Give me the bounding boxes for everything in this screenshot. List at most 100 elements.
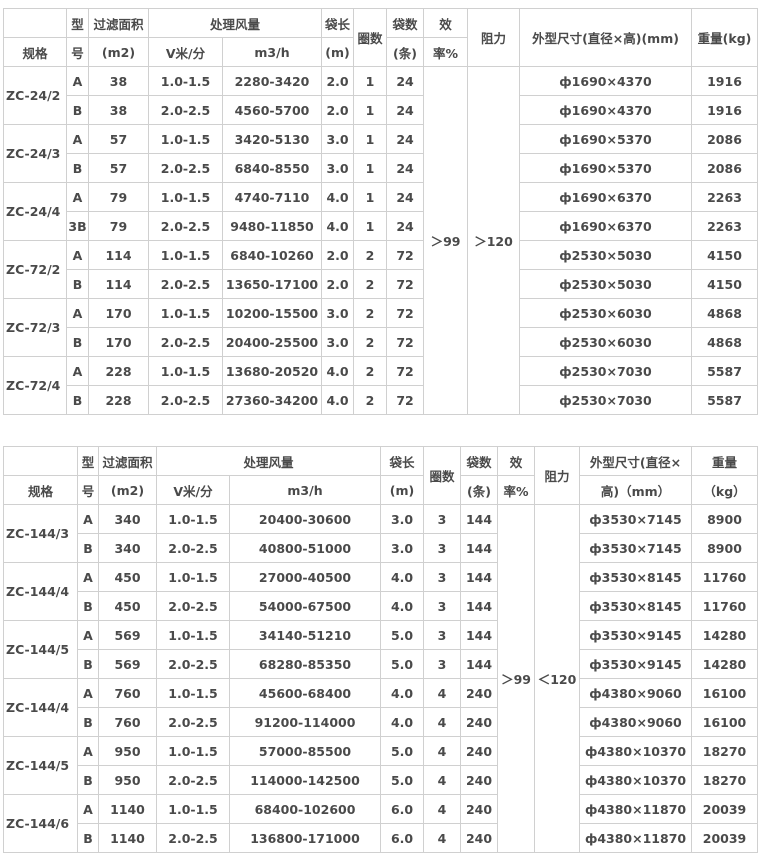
rings-cell: 3 [423, 620, 462, 650]
type-cell: A [77, 678, 99, 708]
bag-count-cell: 24 [386, 124, 425, 154]
header-bag-count-unit: (条) [460, 475, 499, 505]
speed-cell: 2.0-2.5 [156, 765, 230, 795]
weight-cell: 20039 [691, 794, 759, 824]
bag-count-cell: 144 [460, 649, 499, 679]
area-cell: 569 [98, 620, 157, 650]
table-row: ZC-24/2 A 38 1.0-1.5 2280-3420 2.0 1 24 ＞99 ＞120 ф… [3, 66, 759, 415]
bag-count-cell: 72 [386, 356, 425, 386]
header-weight: 重量(kg) [691, 8, 759, 67]
header-area: 过滤面积 [88, 8, 149, 38]
area-cell: 950 [98, 736, 157, 766]
bag-count-cell: 24 [386, 182, 425, 212]
weight-cell: 4868 [691, 298, 759, 328]
header-row: 型过滤面积 处理风量 袋长 圈数 袋数效阻力 外型尺寸(直径× 重量 [3, 446, 759, 505]
dimensions-cell: ф4380×9060 [579, 678, 693, 708]
dimensions-cell: ф3530×7145 [579, 533, 693, 563]
speed-cell: 2.0-2.5 [148, 153, 223, 183]
volume-cell: 54000-67500 [228, 591, 382, 621]
bag-count-cell: 24 [386, 211, 425, 241]
spec-cell: ZC-72/2 [3, 240, 67, 299]
dimensions-cell: ф4380×10370 [579, 736, 693, 766]
volume-cell: 27360-34200 [221, 385, 323, 415]
type-cell: A [77, 736, 99, 766]
table-row: B 1140 2.0-2.5 136800-171000 6.0 4 240 ф4380×11… [4, 823, 759, 853]
resistance-cell: ＜120 [534, 504, 581, 853]
volume-cell: 3420-5130 [221, 124, 323, 154]
rings-cell: 1 [353, 153, 388, 183]
type-cell: B [77, 707, 99, 737]
area-cell: 79 [88, 182, 149, 212]
header-type: 型 [66, 8, 89, 38]
dimensions-cell: ф2530×7030 [519, 385, 693, 415]
type-cell: B [66, 327, 89, 357]
area-cell: 450 [98, 591, 157, 621]
weight-cell: 2086 [691, 153, 759, 183]
bag-count-cell: 72 [386, 327, 425, 357]
spec-cell: ZC-144/4 [3, 678, 78, 737]
bag-count-cell: 144 [460, 562, 499, 592]
rings-cell: 2 [353, 385, 388, 415]
dimensions-cell: ф4380×10370 [579, 765, 693, 795]
bag-length-cell: 6.0 [380, 823, 425, 853]
dimensions-cell: ф3530×8145 [579, 562, 693, 592]
header-dimensions: 外型尺寸(直径× [579, 446, 693, 476]
dimensions-cell: ф1690×4370 [519, 66, 693, 96]
bag-count-cell: 240 [460, 678, 499, 708]
volume-cell: 13680-20520 [221, 356, 323, 386]
header-efficiency: 效 [497, 446, 536, 476]
table-row: ZC-24/3 A 57 1.0-1.5 3420-5130 3.0 1 24 ф1690×53… [3, 124, 759, 183]
header-airflow: 处理风量 [155, 446, 382, 476]
header-weight: 重量 [691, 446, 759, 476]
rings-cell: 4 [423, 794, 462, 824]
dimensions-cell: ф1690×4370 [519, 95, 693, 125]
area-cell: 450 [98, 562, 157, 592]
table-row: B 340 2.0-2.5 40800-51000 3.0 3 144 ф3530×7145 8… [4, 533, 759, 563]
speed-cell: 1.0-1.5 [148, 356, 223, 386]
rings-cell: 1 [353, 124, 388, 154]
bag-length-cell: 4.0 [380, 678, 425, 708]
weight-cell: 16100 [691, 707, 759, 737]
type-cell: A [66, 182, 89, 212]
header-area-unit: (m2) [88, 37, 149, 67]
table-row: B 114 2.0-2.5 13650-17100 2.0 2 72 ф2530×5030 41… [4, 269, 759, 299]
bag-length-cell: 4.0 [321, 385, 355, 415]
type-cell: A [77, 562, 99, 592]
weight-cell: 18270 [691, 765, 759, 795]
header-resistance: 阻力 [534, 446, 581, 505]
bag-length-cell: 6.0 [380, 794, 425, 824]
type-cell: A [66, 66, 89, 96]
table-row: ZC-144/4 A 760 1.0-1.5 45600-68400 4.0 4 240 ф43… [3, 678, 759, 737]
type-cell: A [77, 620, 99, 650]
spec-cell: ZC-144/5 [3, 620, 78, 679]
bag-length-cell: 4.0 [321, 211, 355, 241]
area-cell: 950 [98, 765, 157, 795]
spec-cell: ZC-24/2 [3, 66, 67, 125]
dimensions-cell: ф1690×5370 [519, 153, 693, 183]
area-cell: 228 [88, 356, 149, 386]
bag-count-cell: 240 [460, 736, 499, 766]
bag-count-cell: 144 [460, 533, 499, 563]
speed-cell: 2.0-2.5 [156, 649, 230, 679]
bag-length-cell: 2.0 [321, 269, 355, 299]
bag-count-cell: 144 [460, 620, 499, 650]
table-row: ZC-144/4 A 450 1.0-1.5 27000-40500 4.0 3 144 ф35… [3, 562, 759, 621]
table-row: B 228 2.0-2.5 27360-34200 4.0 2 72 ф2530×7030 55… [4, 385, 759, 415]
rings-cell: 3 [423, 533, 462, 563]
volume-cell: 20400-25500 [221, 327, 323, 357]
bag-count-cell: 240 [460, 794, 499, 824]
header-spec-blank [3, 8, 67, 38]
dimensions-cell: ф1690×6370 [519, 211, 693, 241]
volume-cell: 20400-30600 [228, 504, 382, 534]
bag-length-cell: 3.0 [380, 533, 425, 563]
speed-cell: 1.0-1.5 [148, 66, 223, 96]
header-bag-count: 袋数 [460, 446, 499, 476]
type-cell: B [66, 385, 89, 415]
type-cell: A [66, 240, 89, 270]
bag-length-cell: 4.0 [380, 562, 425, 592]
dimensions-cell: ф1690×5370 [519, 124, 693, 154]
volume-cell: 10200-15500 [221, 298, 323, 328]
header-bag-count-unit: (条) [386, 37, 425, 67]
bag-length-cell: 4.0 [321, 182, 355, 212]
speed-cell: 1.0-1.5 [156, 620, 230, 650]
